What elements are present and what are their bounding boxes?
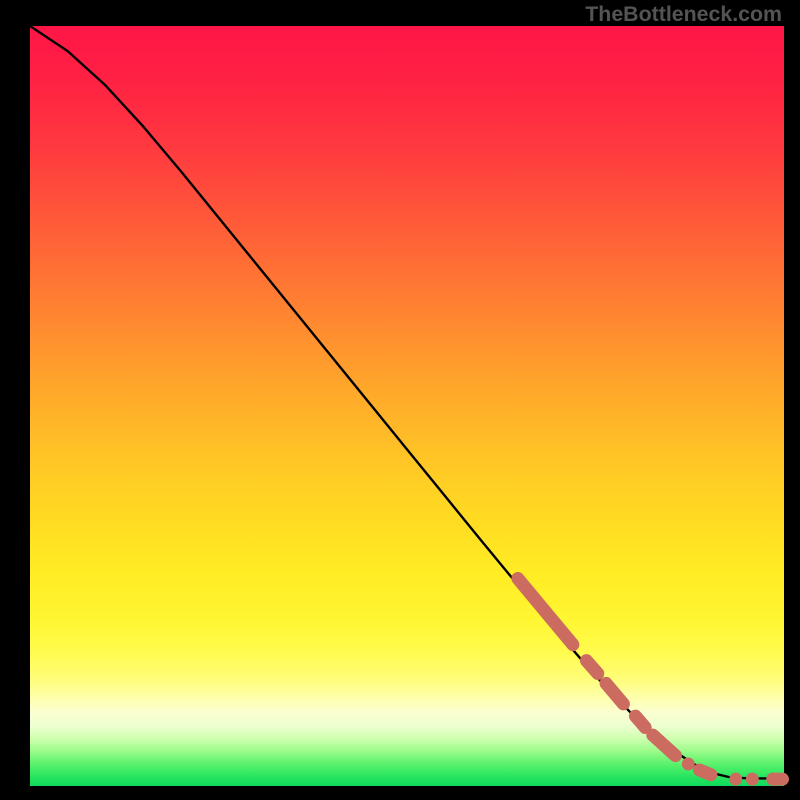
highlight-segment xyxy=(586,661,597,674)
watermark-text: TheBottleneck.com xyxy=(585,2,782,27)
curve-markers xyxy=(518,579,783,786)
highlight-dot xyxy=(729,773,742,786)
bottleneck-curve xyxy=(30,26,784,778)
highlight-segment xyxy=(653,735,676,756)
chart-overlay xyxy=(0,0,800,800)
highlight-dot xyxy=(746,773,759,786)
highlight-segment xyxy=(518,579,573,645)
highlight-segment xyxy=(635,716,645,727)
highlight-segment xyxy=(606,683,623,704)
highlight-segment xyxy=(700,770,711,775)
highlight-dot xyxy=(682,757,695,770)
